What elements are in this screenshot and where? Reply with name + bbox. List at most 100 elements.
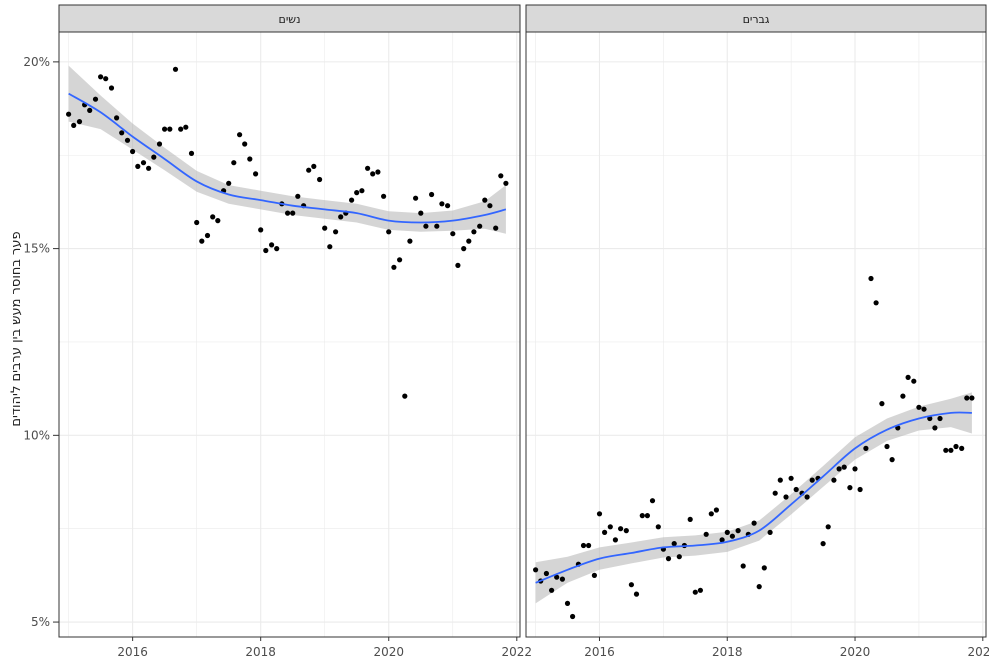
data-point <box>204 232 211 239</box>
data-point <box>788 475 794 481</box>
data-point <box>306 167 312 173</box>
data-point <box>772 490 778 496</box>
data-point <box>533 567 539 573</box>
data-point <box>333 229 339 235</box>
x-tick-labels: 2016 2018 2020 2022 <box>584 637 989 659</box>
data-point <box>916 404 922 410</box>
data-point <box>231 160 237 166</box>
data-point <box>162 126 168 132</box>
data-point <box>767 529 773 536</box>
data-point <box>570 613 576 620</box>
data-point <box>183 124 189 130</box>
x-tick-label: 2018 <box>245 645 276 659</box>
y-axis: פער בחוסר מעש בין ערבים ליהודים 5% 10% 15%… <box>9 55 59 629</box>
data-point <box>124 137 131 143</box>
data-point <box>322 225 328 231</box>
data-point <box>953 443 959 450</box>
y-tick-label: 5% <box>31 615 50 629</box>
data-point <box>423 223 429 229</box>
data-point <box>450 231 456 237</box>
data-point <box>905 374 911 380</box>
data-point <box>868 275 874 282</box>
data-point <box>639 513 645 519</box>
data-point <box>943 447 949 453</box>
data-point <box>751 520 757 526</box>
data-point <box>466 238 472 244</box>
data-point <box>884 443 890 450</box>
data-point <box>921 406 927 412</box>
data-point <box>586 542 592 549</box>
data-point <box>226 180 232 186</box>
x-tick-label: 2022 <box>968 645 989 659</box>
smooth-trend-line <box>68 92 507 224</box>
facet-panel: גברים 2016 2018 2020 2022 <box>525 4 989 659</box>
data-point <box>591 572 598 579</box>
panel-border <box>58 31 521 638</box>
data-point <box>295 193 301 199</box>
data-point <box>172 66 179 72</box>
data-point <box>434 223 440 229</box>
data-point <box>740 563 746 569</box>
data-point <box>911 378 917 384</box>
x-tick-label: 2016 <box>584 645 615 659</box>
panel-background <box>526 32 986 637</box>
data-point <box>386 229 392 235</box>
data-point <box>455 262 461 268</box>
data-point <box>146 165 152 171</box>
data-point <box>391 264 397 270</box>
x-tick-label: 2016 <box>117 645 148 659</box>
data-point <box>461 246 467 252</box>
data-points <box>533 275 975 620</box>
data-point <box>477 223 483 229</box>
data-point <box>413 195 419 201</box>
data-point <box>471 229 477 235</box>
data-point <box>397 257 403 263</box>
data-point <box>402 393 408 399</box>
x-tick-labels: 2016 2018 2020 2022 <box>117 637 532 659</box>
data-point <box>210 214 216 220</box>
data-point <box>889 457 895 463</box>
x-tick-label: 2022 <box>502 645 533 659</box>
y-tick-label: 20% <box>23 55 50 69</box>
data-point <box>370 171 376 177</box>
data-point <box>633 591 640 597</box>
data-point <box>671 541 677 547</box>
data-point <box>66 111 72 117</box>
smooth-trend-line <box>535 411 972 584</box>
data-point <box>612 537 619 543</box>
x-tick-label: 2020 <box>840 645 871 659</box>
data-point <box>418 210 424 216</box>
data-point <box>407 238 413 244</box>
data-point <box>804 494 810 500</box>
gridlines <box>59 32 520 637</box>
data-point <box>194 219 200 226</box>
data-point <box>959 445 965 451</box>
data-point <box>687 516 693 523</box>
data-point <box>188 150 195 156</box>
data-point <box>215 218 221 224</box>
data-point <box>76 119 83 125</box>
data-point <box>554 574 560 580</box>
data-point <box>482 197 488 203</box>
data-point <box>948 447 954 453</box>
data-point <box>724 529 730 536</box>
data-point <box>719 537 725 543</box>
data-point <box>119 130 125 136</box>
data-point <box>623 528 629 534</box>
data-point <box>359 188 365 194</box>
facet-strip-label: נשים <box>279 13 301 26</box>
data-point <box>354 190 360 196</box>
data-point <box>92 96 99 102</box>
data-point <box>135 163 141 169</box>
data-point <box>607 524 613 530</box>
data-point <box>549 587 555 593</box>
data-point <box>937 415 943 422</box>
data-point <box>156 141 163 147</box>
data-point <box>708 511 714 517</box>
data-point <box>809 477 815 483</box>
data-point <box>697 587 704 593</box>
data-point <box>274 246 280 252</box>
data-point <box>655 524 661 530</box>
data-point <box>87 107 93 113</box>
